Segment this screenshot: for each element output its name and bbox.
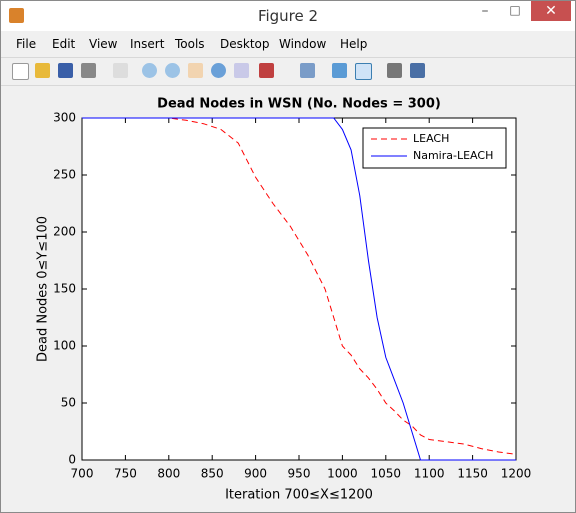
- x-tick-label: 1100: [414, 467, 445, 481]
- legend-box: [362, 127, 507, 169]
- x-tick-label: 850: [201, 467, 224, 481]
- save-button[interactable]: [58, 63, 73, 78]
- menu-item[interactable]: File: [16, 37, 37, 51]
- plot-area: [81, 117, 517, 461]
- x-tick-label: 1000: [327, 467, 358, 481]
- x-tick-label: 1150: [457, 467, 488, 481]
- brush-button[interactable]: [259, 63, 274, 78]
- title-bar: Figure 2 – □ ✕: [1, 1, 575, 31]
- zoom-out-button[interactable]: [165, 63, 180, 78]
- data-cursor-button[interactable]: [234, 63, 249, 78]
- legend-label: LEACH: [413, 132, 449, 145]
- new-button[interactable]: [12, 63, 29, 80]
- pointer-button[interactable]: [113, 63, 128, 78]
- y-tick-label: 250: [53, 168, 76, 182]
- toolbar: [1, 57, 575, 86]
- legend-button[interactable]: [355, 63, 372, 80]
- chart-title: Dead Nodes in WSN (No. Nodes = 300): [157, 97, 441, 112]
- pan-button[interactable]: [188, 63, 203, 78]
- zoom-in-button[interactable]: [142, 63, 157, 78]
- x-tick-label: 1050: [371, 467, 402, 481]
- show-tools-button[interactable]: [410, 63, 425, 78]
- minimize-button[interactable]: –: [481, 3, 489, 19]
- series-line: [82, 117, 517, 455]
- print-button[interactable]: [81, 63, 96, 78]
- menu-item[interactable]: Insert: [130, 37, 165, 51]
- link-button[interactable]: [300, 63, 315, 78]
- x-tick-label: 750: [114, 467, 137, 481]
- x-tick-label: 800: [157, 467, 180, 481]
- menu-item[interactable]: Desktop: [220, 37, 270, 51]
- x-tick-label: 950: [288, 467, 311, 481]
- open-button[interactable]: [35, 63, 50, 78]
- close-button[interactable]: ✕: [531, 1, 571, 21]
- y-tick-label: 0: [68, 453, 76, 467]
- menu-item[interactable]: Window: [279, 37, 327, 51]
- y-tick-label: 150: [53, 282, 76, 296]
- y-tick-label: 300: [53, 111, 76, 125]
- menu-item[interactable]: View: [89, 37, 118, 51]
- y-tick-label: 100: [53, 339, 76, 353]
- y-tick-label: 50: [61, 396, 76, 410]
- x-tick-label: 700: [71, 467, 94, 481]
- window-title: Figure 2: [257, 7, 319, 25]
- chart: Dead Nodes in WSN (No. Nodes = 300) Iter…: [36, 97, 532, 503]
- x-tick-label: 1200: [501, 467, 532, 481]
- colorbar-button[interactable]: [332, 63, 347, 78]
- rotate-button[interactable]: [211, 63, 226, 78]
- series-line: [82, 117, 516, 461]
- menu-item[interactable]: Edit: [52, 37, 76, 51]
- x-axis-label: Iteration 700≤X≤1200: [225, 488, 373, 503]
- maximize-button[interactable]: □: [509, 3, 521, 17]
- hide-tools-button[interactable]: [387, 63, 402, 78]
- menu-item[interactable]: Help: [340, 37, 368, 51]
- x-tick-label: 900: [244, 467, 267, 481]
- y-axis-label: Dead Nodes 0≤Y≤100: [36, 216, 51, 362]
- menu-item[interactable]: Tools: [175, 37, 205, 51]
- legend-label: Namira-LEACH: [413, 149, 493, 162]
- app-icon: [9, 8, 24, 23]
- y-tick-label: 200: [53, 225, 76, 239]
